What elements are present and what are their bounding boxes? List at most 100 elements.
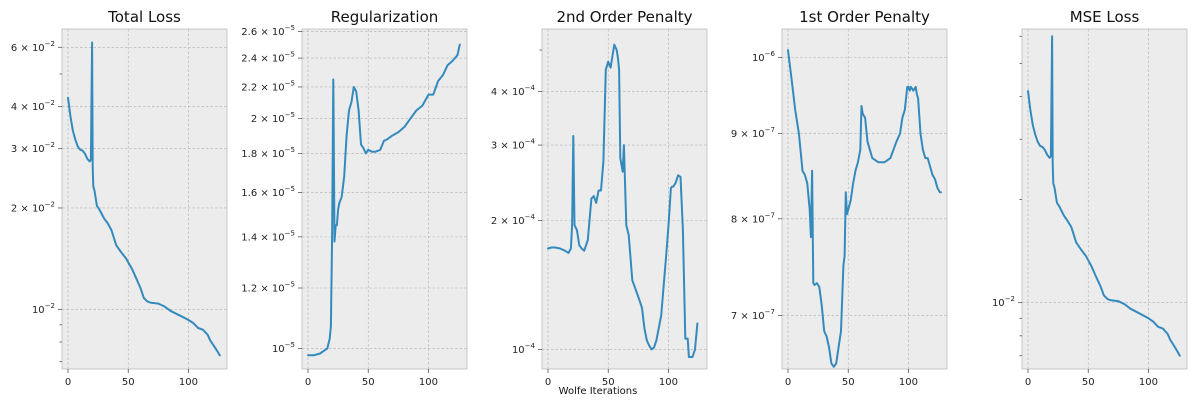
- y-tick-mantissa: 1.8 × 10: [241, 149, 284, 160]
- y-tick-exponent: −5: [285, 111, 295, 119]
- y-tick-mantissa: 3 × 10: [491, 141, 525, 152]
- y-tick-label: 3 × 10−4: [491, 138, 536, 152]
- y-tick-exponent: −5: [285, 146, 295, 154]
- y-tick-exponent: −4: [525, 342, 536, 350]
- y-tick-label: 1.4 × 10−5: [241, 229, 295, 243]
- y-tick-exponent: −2: [45, 302, 55, 310]
- y-tick-exponent: −5: [285, 51, 295, 59]
- y-tick-exponent: −7: [765, 126, 775, 134]
- y-tick-label: 2 × 10−4: [491, 213, 536, 227]
- chart-title: Regularization: [331, 8, 439, 26]
- y-tick-label: 9 × 10−7: [731, 126, 775, 140]
- y-tick-mantissa: 3 × 10: [11, 144, 45, 155]
- y-tick-exponent: −4: [525, 213, 536, 221]
- y-tick-exponent: −5: [285, 341, 295, 349]
- y-tick-label: 10−2: [992, 295, 1015, 309]
- y-tick-exponent: −2: [1005, 295, 1015, 303]
- y-tick-exponent: −4: [525, 138, 536, 146]
- series-line-0: [67, 41, 221, 357]
- series-line-0: [307, 43, 461, 357]
- x-tick-label: 100: [659, 377, 678, 388]
- y-tick-exponent: −2: [45, 99, 55, 107]
- x-tick-label: 0: [65, 377, 71, 388]
- y-tick-label: 6 × 10−2: [11, 40, 55, 54]
- y-tick-label: 8 × 10−7: [731, 211, 775, 225]
- y-tick-label: 2.4 × 10−5: [241, 51, 295, 65]
- x-tick-label: 0: [1025, 377, 1031, 388]
- y-tick-mantissa: 10: [992, 298, 1005, 309]
- x-tick-label: 0: [785, 377, 791, 388]
- y-tick-exponent: −5: [285, 185, 295, 193]
- y-tick-exponent: −5: [285, 24, 295, 32]
- chart-4: 0 50 100 10−2 MSE Loss: [992, 8, 1188, 388]
- y-tick-mantissa: 2.4 × 10: [241, 54, 284, 65]
- y-tick-exponent: −7: [765, 308, 775, 316]
- y-tick-exponent: −5: [285, 229, 295, 237]
- y-tick-label: 4 × 10−4: [491, 84, 536, 98]
- y-tick-label: 10−6: [752, 50, 776, 64]
- y-tick-mantissa: 2.2 × 10: [241, 82, 284, 93]
- x-tick-label: 100: [1139, 377, 1158, 388]
- y-tick-label: 2.2 × 10−5: [241, 79, 295, 93]
- chart-title: MSE Loss: [1070, 8, 1140, 26]
- y-tick-mantissa: 10: [512, 345, 525, 356]
- y-tick-label: 2 × 10−5: [251, 111, 295, 125]
- plot-area: [301, 28, 468, 370]
- y-tick-exponent: −2: [45, 141, 55, 149]
- x-tick-label: 100: [899, 377, 918, 388]
- y-tick-mantissa: 10: [272, 344, 285, 355]
- x-tick-label: 50: [1082, 377, 1095, 388]
- x-tick-label: 100: [179, 377, 198, 388]
- x-tick-label: 50: [122, 377, 135, 388]
- y-tick-exponent: −2: [45, 200, 55, 208]
- x-tick-label: 0: [305, 377, 311, 388]
- y-tick-mantissa: 2 × 10: [11, 203, 45, 214]
- y-tick-label: 2.6 × 10−5: [241, 24, 295, 38]
- series-line-0: [547, 43, 699, 358]
- y-tick-label: 1.6 × 10−5: [241, 185, 295, 199]
- y-tick-label: 10−4: [512, 342, 536, 356]
- y-tick-exponent: −4: [525, 84, 536, 92]
- plot-area: [1021, 28, 1188, 370]
- y-tick-mantissa: 8 × 10: [731, 214, 765, 225]
- y-tick-label: 3 × 10−2: [11, 141, 55, 155]
- chart-title: 1st Order Penalty: [799, 8, 930, 26]
- y-tick-mantissa: 2 × 10: [491, 216, 525, 227]
- y-tick-mantissa: 10: [32, 305, 45, 316]
- y-tick-label: 2 × 10−2: [11, 200, 55, 214]
- y-tick-mantissa: 1.2 × 10: [241, 284, 284, 295]
- plot-area: [781, 28, 948, 370]
- series-line-0: [1027, 35, 1181, 357]
- y-tick-mantissa: 10: [752, 53, 765, 64]
- y-tick-mantissa: 9 × 10: [731, 129, 765, 140]
- y-tick-mantissa: 4 × 10: [491, 87, 525, 98]
- x-tick-label: 50: [842, 377, 855, 388]
- y-tick-exponent: −7: [765, 211, 775, 219]
- y-tick-label: 10−2: [32, 302, 55, 316]
- y-tick-mantissa: 2.6 × 10: [241, 27, 284, 38]
- chart-title: 2nd Order Penalty: [556, 8, 692, 26]
- y-tick-exponent: −5: [285, 281, 295, 289]
- x-tick-label: 50: [362, 377, 375, 388]
- y-tick-mantissa: 7 × 10: [731, 311, 765, 322]
- y-tick-mantissa: 4 × 10: [11, 102, 45, 113]
- chart-title: Total Loss: [107, 8, 181, 26]
- y-tick-mantissa: 1.4 × 10: [241, 232, 284, 243]
- x-tick-label: 50: [602, 377, 615, 388]
- series-line-0: [787, 49, 942, 368]
- y-tick-label: 1.8 × 10−5: [241, 146, 295, 160]
- x-tick-label: 100: [419, 377, 438, 388]
- y-tick-mantissa: 1.6 × 10: [241, 188, 284, 199]
- y-tick-mantissa: 2 × 10: [251, 114, 285, 125]
- y-tick-label: 4 × 10−2: [11, 99, 55, 113]
- y-tick-exponent: −2: [45, 40, 55, 48]
- y-tick-exponent: −5: [285, 79, 295, 87]
- y-tick-label: 1.2 × 10−5: [241, 281, 295, 295]
- y-tick-mantissa: 6 × 10: [11, 43, 45, 54]
- plot-area: [541, 28, 708, 370]
